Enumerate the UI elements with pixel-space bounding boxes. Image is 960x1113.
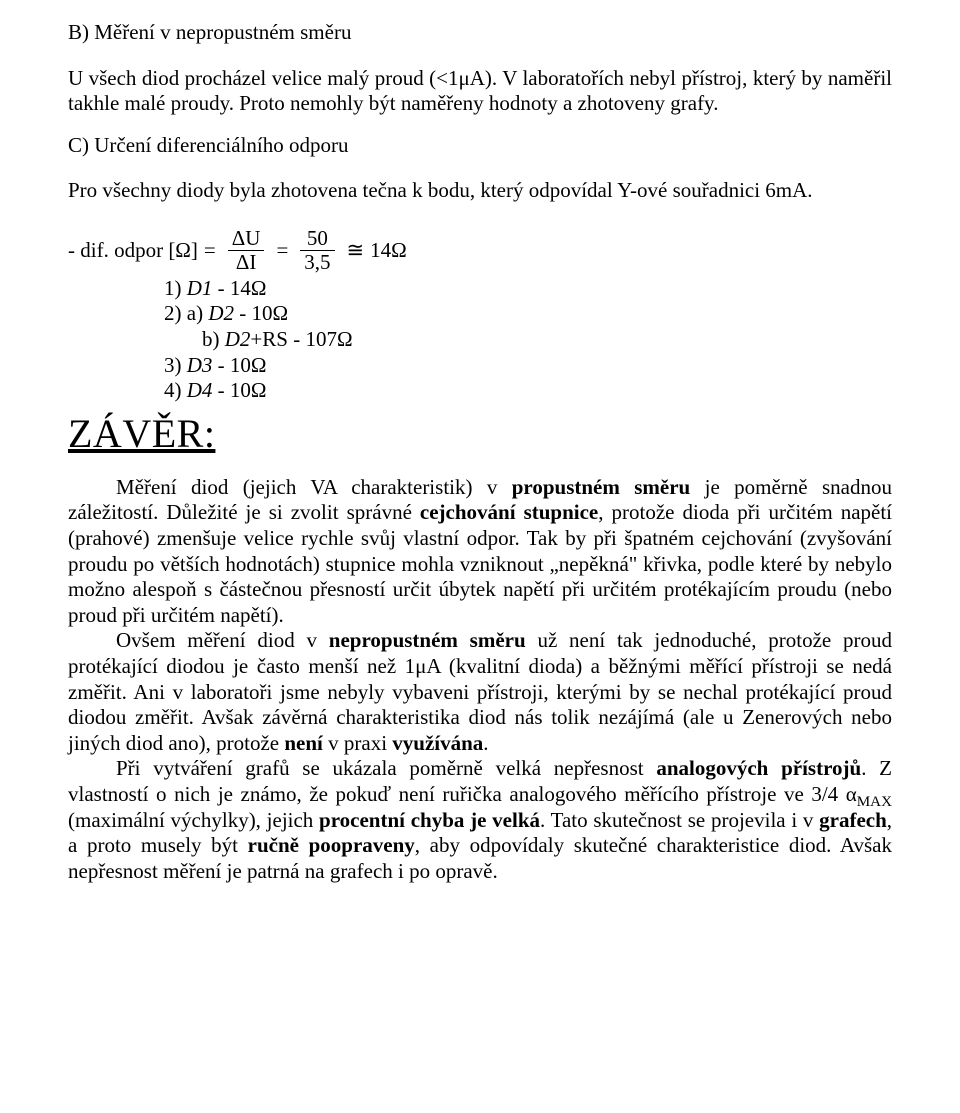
section-c-text: Pro všechny diody byla zhotovena tečna k…	[68, 178, 813, 202]
conclusion-p2: Ovšem měření diod v nepropustném směru u…	[68, 628, 892, 756]
conclusion-p1: Měření diod (jejich VA charakteristik) v…	[68, 475, 892, 629]
txt: .	[483, 731, 488, 755]
list-prefix: 2) a)	[164, 301, 208, 325]
formula-row: - dif. odpor [Ω] = ΔU ΔI = 50 3,5 ≅ 14Ω	[68, 228, 892, 274]
section-b-paragraph: U všech diod procházel velice malý proud…	[68, 66, 892, 117]
list-value: - 10Ω	[212, 353, 266, 377]
fraction-numeric: 50 3,5	[300, 228, 334, 274]
bold-txt: ručně poopraveny	[248, 833, 415, 857]
formula-lead: - dif. odpor [Ω]	[68, 238, 198, 264]
spacer	[68, 166, 892, 178]
section-b-heading-text: B) Měření v nepropustném směru	[68, 20, 351, 44]
list-prefix: 3)	[164, 353, 187, 377]
list-prefix: 1)	[164, 276, 187, 300]
list-diode-name: D2	[225, 327, 251, 351]
list-item: 1) D1 - 14Ω	[164, 276, 892, 302]
list-prefix: 4)	[164, 378, 187, 402]
list-value: - 10Ω	[212, 378, 266, 402]
bold-txt: nepropustném směru	[329, 628, 526, 652]
section-b-text: U všech diod procházel velice malý proud…	[68, 66, 892, 116]
list-item: 3) D3 - 10Ω	[164, 353, 892, 379]
conclusion-p3: Při vytváření grafů se ukázala poměrně v…	[68, 756, 892, 884]
list-value: - 10Ω	[234, 301, 288, 325]
fraction-delta-num: ΔU	[228, 228, 265, 249]
bold-txt: analogových přístrojů	[656, 756, 861, 780]
bold-txt: není	[284, 731, 323, 755]
section-b-heading: B) Měření v nepropustném směru	[68, 20, 892, 46]
list-diode-name: D1	[187, 276, 213, 300]
list-subitem: b) D2+RS - 107Ω	[202, 327, 892, 353]
bold-txt: cejchování stupnice	[420, 500, 598, 524]
equals-sign: =	[204, 238, 216, 264]
fraction-delta-den: ΔI	[232, 252, 261, 273]
section-c-heading-text: C) Určení diferenciálního odporu	[68, 133, 349, 157]
list-diode-name: D3	[187, 353, 213, 377]
section-c-heading: C) Určení diferenciálního odporu	[68, 133, 892, 159]
conclusion-heading-text: ZÁVĚR:	[68, 411, 215, 456]
formula-result: 14Ω	[370, 238, 407, 264]
txt: (maximální výchylky), jejich	[68, 808, 319, 832]
txt: Při vytváření grafů se ukázala poměrně v…	[116, 756, 656, 780]
section-c-paragraph: Pro všechny diody byla zhotovena tečna k…	[68, 178, 892, 204]
list-value: - 14Ω	[212, 276, 266, 300]
list-diode-name: D2	[208, 301, 234, 325]
list-prefix: b)	[202, 327, 225, 351]
list-diode-name: D4	[187, 378, 213, 402]
txt: . Tato skutečnost se projevila i v	[540, 808, 819, 832]
list-item: 2) a) D2 - 10Ω	[164, 301, 892, 327]
fraction-num-bot: 3,5	[300, 252, 334, 273]
diode-list: 1) D1 - 14Ω 2) a) D2 - 10Ω b) D2+RS - 10…	[164, 276, 892, 404]
spacer	[68, 54, 892, 66]
equals-sign: =	[276, 238, 288, 264]
bold-txt: grafech	[819, 808, 887, 832]
fraction-num-top: 50	[303, 228, 332, 249]
bold-txt: procentní chyba je velká	[319, 808, 540, 832]
list-item: 4) D4 - 10Ω	[164, 378, 892, 404]
txt: Ovšem měření diod v	[116, 628, 329, 652]
bold-txt: využívána	[392, 731, 483, 755]
bold-txt: propustném směru	[512, 475, 691, 499]
conclusion-heading: ZÁVĚR:	[68, 410, 892, 459]
spacer	[68, 121, 892, 133]
fraction-delta: ΔU ΔI	[228, 228, 265, 274]
txt: v praxi	[323, 731, 392, 755]
list-value: +RS - 107Ω	[250, 327, 352, 351]
approx-sign: ≅	[347, 238, 365, 264]
txt: Měření diod (jejich VA charakteristik) v	[116, 475, 512, 499]
